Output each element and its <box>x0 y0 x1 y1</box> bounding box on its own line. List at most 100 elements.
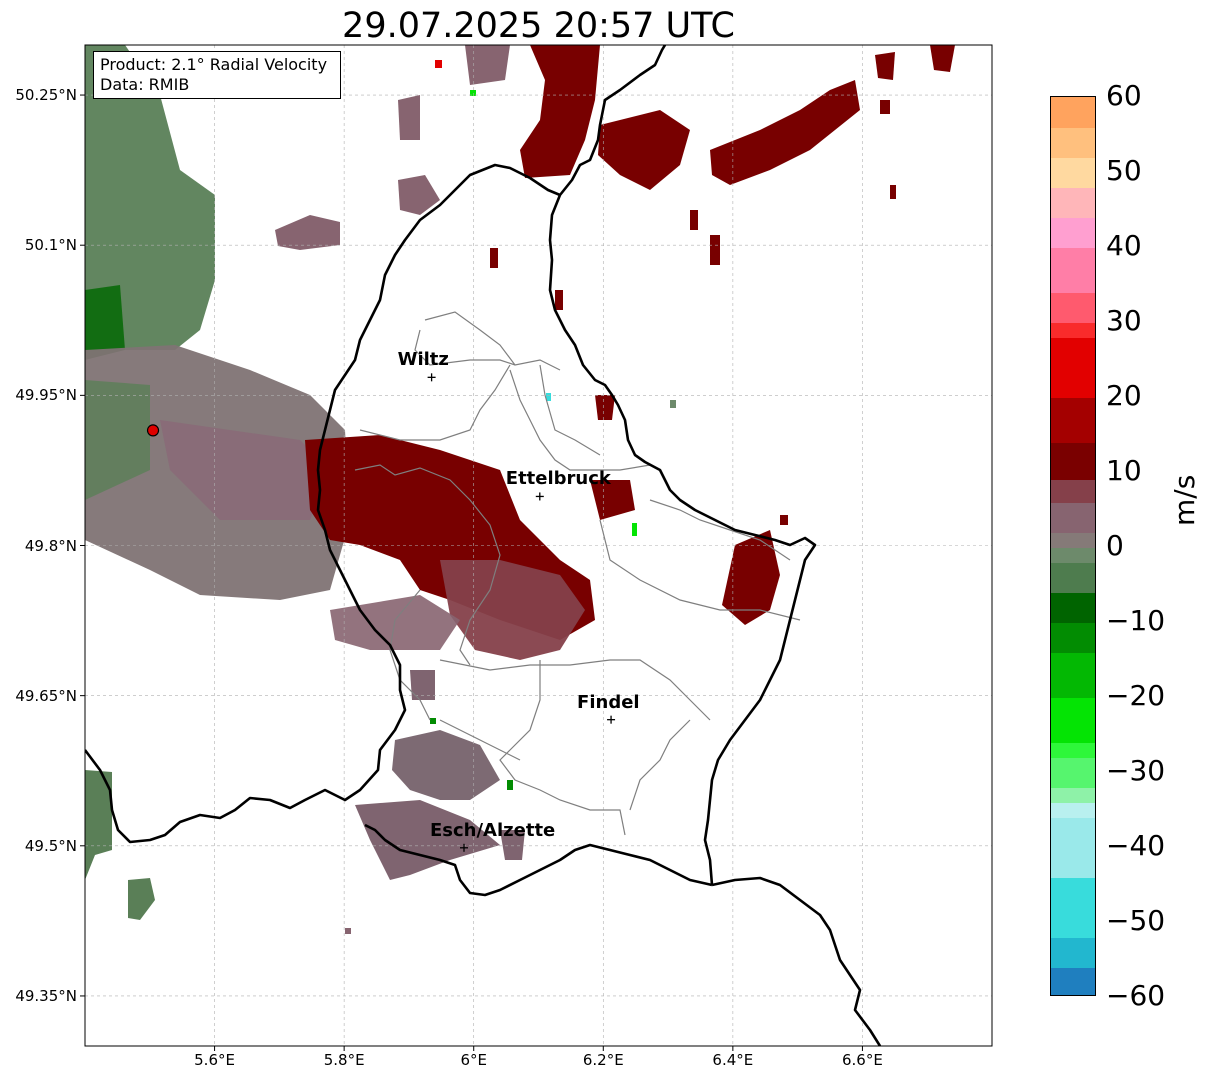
echo-speckle <box>507 780 513 790</box>
colorbar-tick-label: −60 <box>1106 979 1166 1012</box>
colorbar-segment <box>1051 967 1095 995</box>
lon-tick-label: 5.6°E <box>194 1051 235 1069</box>
product-info-box: Product: 2.1° Radial Velocity Data: RMIB <box>93 51 341 99</box>
echo-nw-mauve-3 <box>398 95 420 140</box>
lat-tick-label: 50.1°N <box>24 236 77 255</box>
echo-north-mauve <box>465 45 510 85</box>
echo-nw-mauve-2 <box>398 175 440 215</box>
colorbar-segment <box>1051 397 1095 443</box>
colorbar-segment <box>1051 787 1095 803</box>
colorbar-tick-label: 60 <box>1106 79 1142 112</box>
canton-border-south-3 <box>629 719 691 811</box>
echo-speckle <box>555 290 563 310</box>
colorbar-segment <box>1051 157 1095 188</box>
colorbar-segment <box>1051 652 1095 698</box>
colorbar-segment <box>1051 217 1095 248</box>
echo-speckle <box>710 235 720 265</box>
lat-tick-label: 49.95°N <box>15 386 77 405</box>
map-title: 29.07.2025 20:57 UTC <box>342 6 735 46</box>
colorbar-tick-label: −20 <box>1106 679 1166 712</box>
echo-south-4 <box>500 830 525 860</box>
border-germany-france <box>711 876 882 1046</box>
colorbar-segment <box>1051 547 1095 563</box>
echo-east-3 <box>595 395 615 420</box>
lon-tick-label: 5.8°E <box>323 1051 365 1069</box>
canton-border-center-3 <box>539 364 601 456</box>
colorbar-segment <box>1051 562 1095 593</box>
colorbar-segment <box>1051 127 1095 158</box>
lat-tick-label: 49.35°N <box>15 986 77 1005</box>
axis-ticks <box>80 94 863 1051</box>
echo-fan-pink <box>160 420 330 520</box>
colorbar-segment <box>1051 322 1095 338</box>
colorbar-tick-label: −50 <box>1106 904 1166 937</box>
city-label: Wiltz <box>397 349 449 371</box>
country-borders <box>85 45 882 1046</box>
colorbar-tick-label: 50 <box>1106 154 1142 187</box>
colorbar-tick-label: −30 <box>1106 754 1166 787</box>
echo-sw-green-1 <box>85 770 112 880</box>
colorbar-tick-label: 40 <box>1106 229 1142 262</box>
product-label: Product: 2.1° Radial Velocity <box>100 55 328 74</box>
colorbar-tick-label: −10 <box>1106 604 1166 637</box>
echo-south-1 <box>392 730 500 800</box>
radar-site-marker <box>146 424 160 437</box>
border-luxembourg-france <box>364 823 713 897</box>
echo-speckle <box>632 523 637 536</box>
city-marker <box>459 843 468 852</box>
colorbar-tick-label: 20 <box>1106 379 1142 412</box>
echo-speckle <box>546 393 551 401</box>
colorbar-segment <box>1051 97 1095 128</box>
city-label: Findel <box>577 691 640 713</box>
gridlines <box>85 45 992 1046</box>
echo-south-3 <box>410 670 435 700</box>
colorbar-segment <box>1051 937 1095 968</box>
echo-speckle <box>670 400 676 408</box>
canton-border-center-1 <box>354 464 501 666</box>
colorbar-segment <box>1051 742 1095 758</box>
colorbar-segment <box>1051 757 1095 788</box>
canton-border-north <box>414 329 561 371</box>
canton-border-south-4 <box>439 719 521 761</box>
echo-fan-green <box>85 380 150 500</box>
colorbar-segment <box>1051 479 1095 503</box>
colorbar-segment <box>1051 442 1095 480</box>
echo-speckle <box>345 928 351 934</box>
colorbar-tick-label: 10 <box>1106 454 1142 487</box>
echo-speckle <box>880 100 890 114</box>
echo-speckle <box>780 515 788 525</box>
border-luxembourg-belgium <box>85 163 531 844</box>
echo-sw-green-2 <box>128 878 155 920</box>
canton-border-west <box>389 589 431 721</box>
echo-north-east-3 <box>875 52 895 80</box>
echo-east-1 <box>722 530 780 625</box>
city-marker <box>607 715 616 724</box>
echo-north-east-1 <box>598 110 690 190</box>
canton-border-wiltz-clervaux <box>424 311 516 366</box>
colorbar-tick-label: −40 <box>1106 829 1166 862</box>
colorbar-segment <box>1051 592 1095 623</box>
echo-nw-mauve-1 <box>275 215 340 250</box>
canton-borders <box>354 311 801 836</box>
lon-tick-label: 6.4°E <box>712 1051 754 1069</box>
echo-north-east-2 <box>710 80 860 185</box>
echo-speckle <box>430 718 436 724</box>
lon-tick-label: 6.6°E <box>842 1051 883 1069</box>
city-marker <box>535 492 544 501</box>
canton-border-east-1 <box>649 499 791 561</box>
lat-tick-label: 49.8°N <box>24 536 77 555</box>
colorbar-segment <box>1051 502 1095 533</box>
colorbar-tick-label: 30 <box>1106 304 1142 337</box>
colorbar-segment <box>1051 337 1095 398</box>
lon-tick-label: 6.2°E <box>582 1051 624 1069</box>
border-luxembourg-germany <box>529 45 817 886</box>
echo-west-darkgreen <box>85 285 125 360</box>
city-markers <box>427 373 616 852</box>
echo-south-2 <box>355 800 500 880</box>
lon-tick-label: 6°E <box>460 1051 487 1069</box>
echo-north-column <box>520 45 600 178</box>
colorbar <box>1050 96 1096 996</box>
canton-border-east-2 <box>599 519 801 621</box>
city-label: Esch/Alzette <box>429 819 556 841</box>
